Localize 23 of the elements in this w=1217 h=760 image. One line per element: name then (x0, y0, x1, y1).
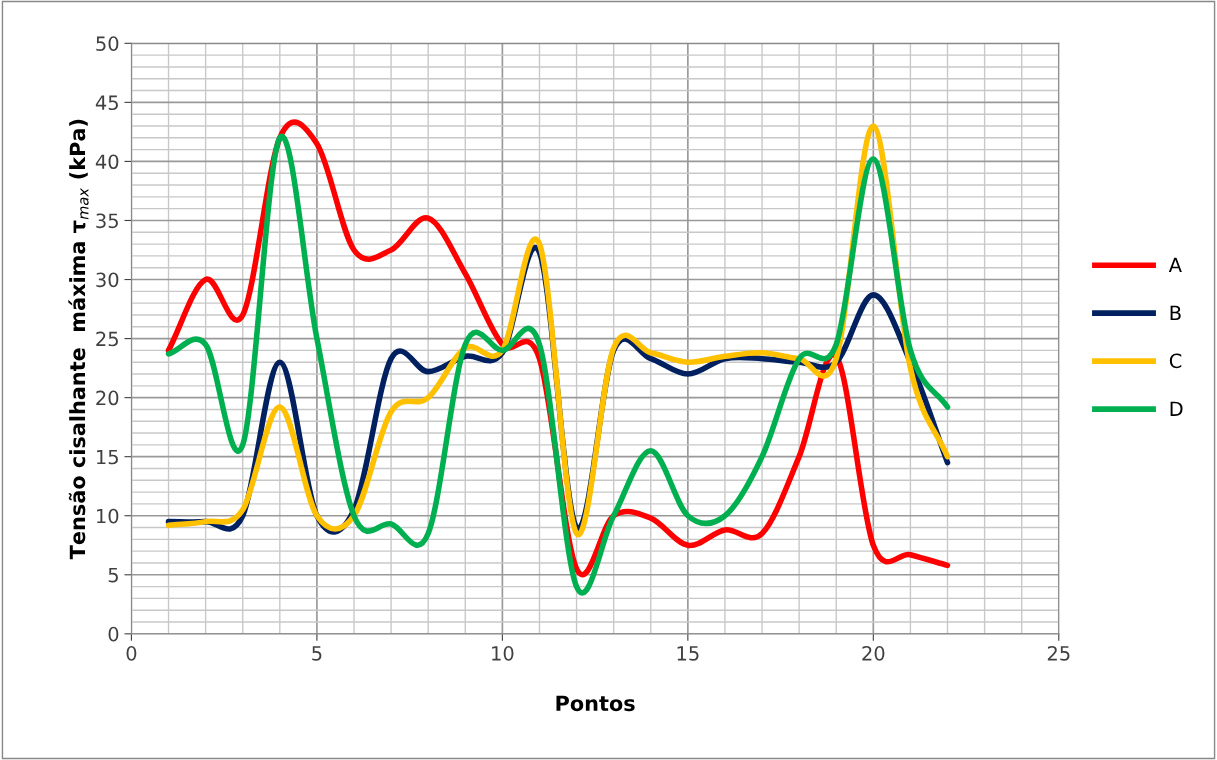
y-tick-label: 10 (97, 508, 119, 524)
legend-label: C (1169, 353, 1182, 369)
x-axis-title: Pontos (556, 695, 635, 712)
y-tick-label: 20 (96, 390, 119, 406)
y-tick-label: 15 (97, 449, 118, 465)
y-tick-label: 30 (96, 272, 119, 288)
y-tick-label: 0 (108, 626, 119, 642)
x-tick-label: 15 (677, 646, 699, 661)
y-tick-label: 50 (96, 36, 119, 51)
y-tick-label: 25 (96, 331, 118, 347)
x-tick-label: 5 (312, 646, 322, 661)
legend-label: D (1170, 401, 1183, 416)
x-tick-label: 10 (492, 645, 514, 661)
x-tick-label: 0 (126, 645, 137, 661)
y-tick-label: 45 (95, 95, 118, 111)
y-axis-title: Tensão cisalhante máxima τ$_{max}$ (kPa) (68, 119, 89, 560)
x-tick-label: 20 (862, 645, 885, 661)
y-tick-label: 40 (95, 154, 119, 170)
legend-label: A (1168, 257, 1182, 272)
x-tick-label: 25 (1047, 645, 1070, 661)
y-tick-label: 35 (96, 213, 118, 229)
y-tick-label: 5 (108, 568, 118, 583)
legend-label: B (1170, 305, 1181, 320)
